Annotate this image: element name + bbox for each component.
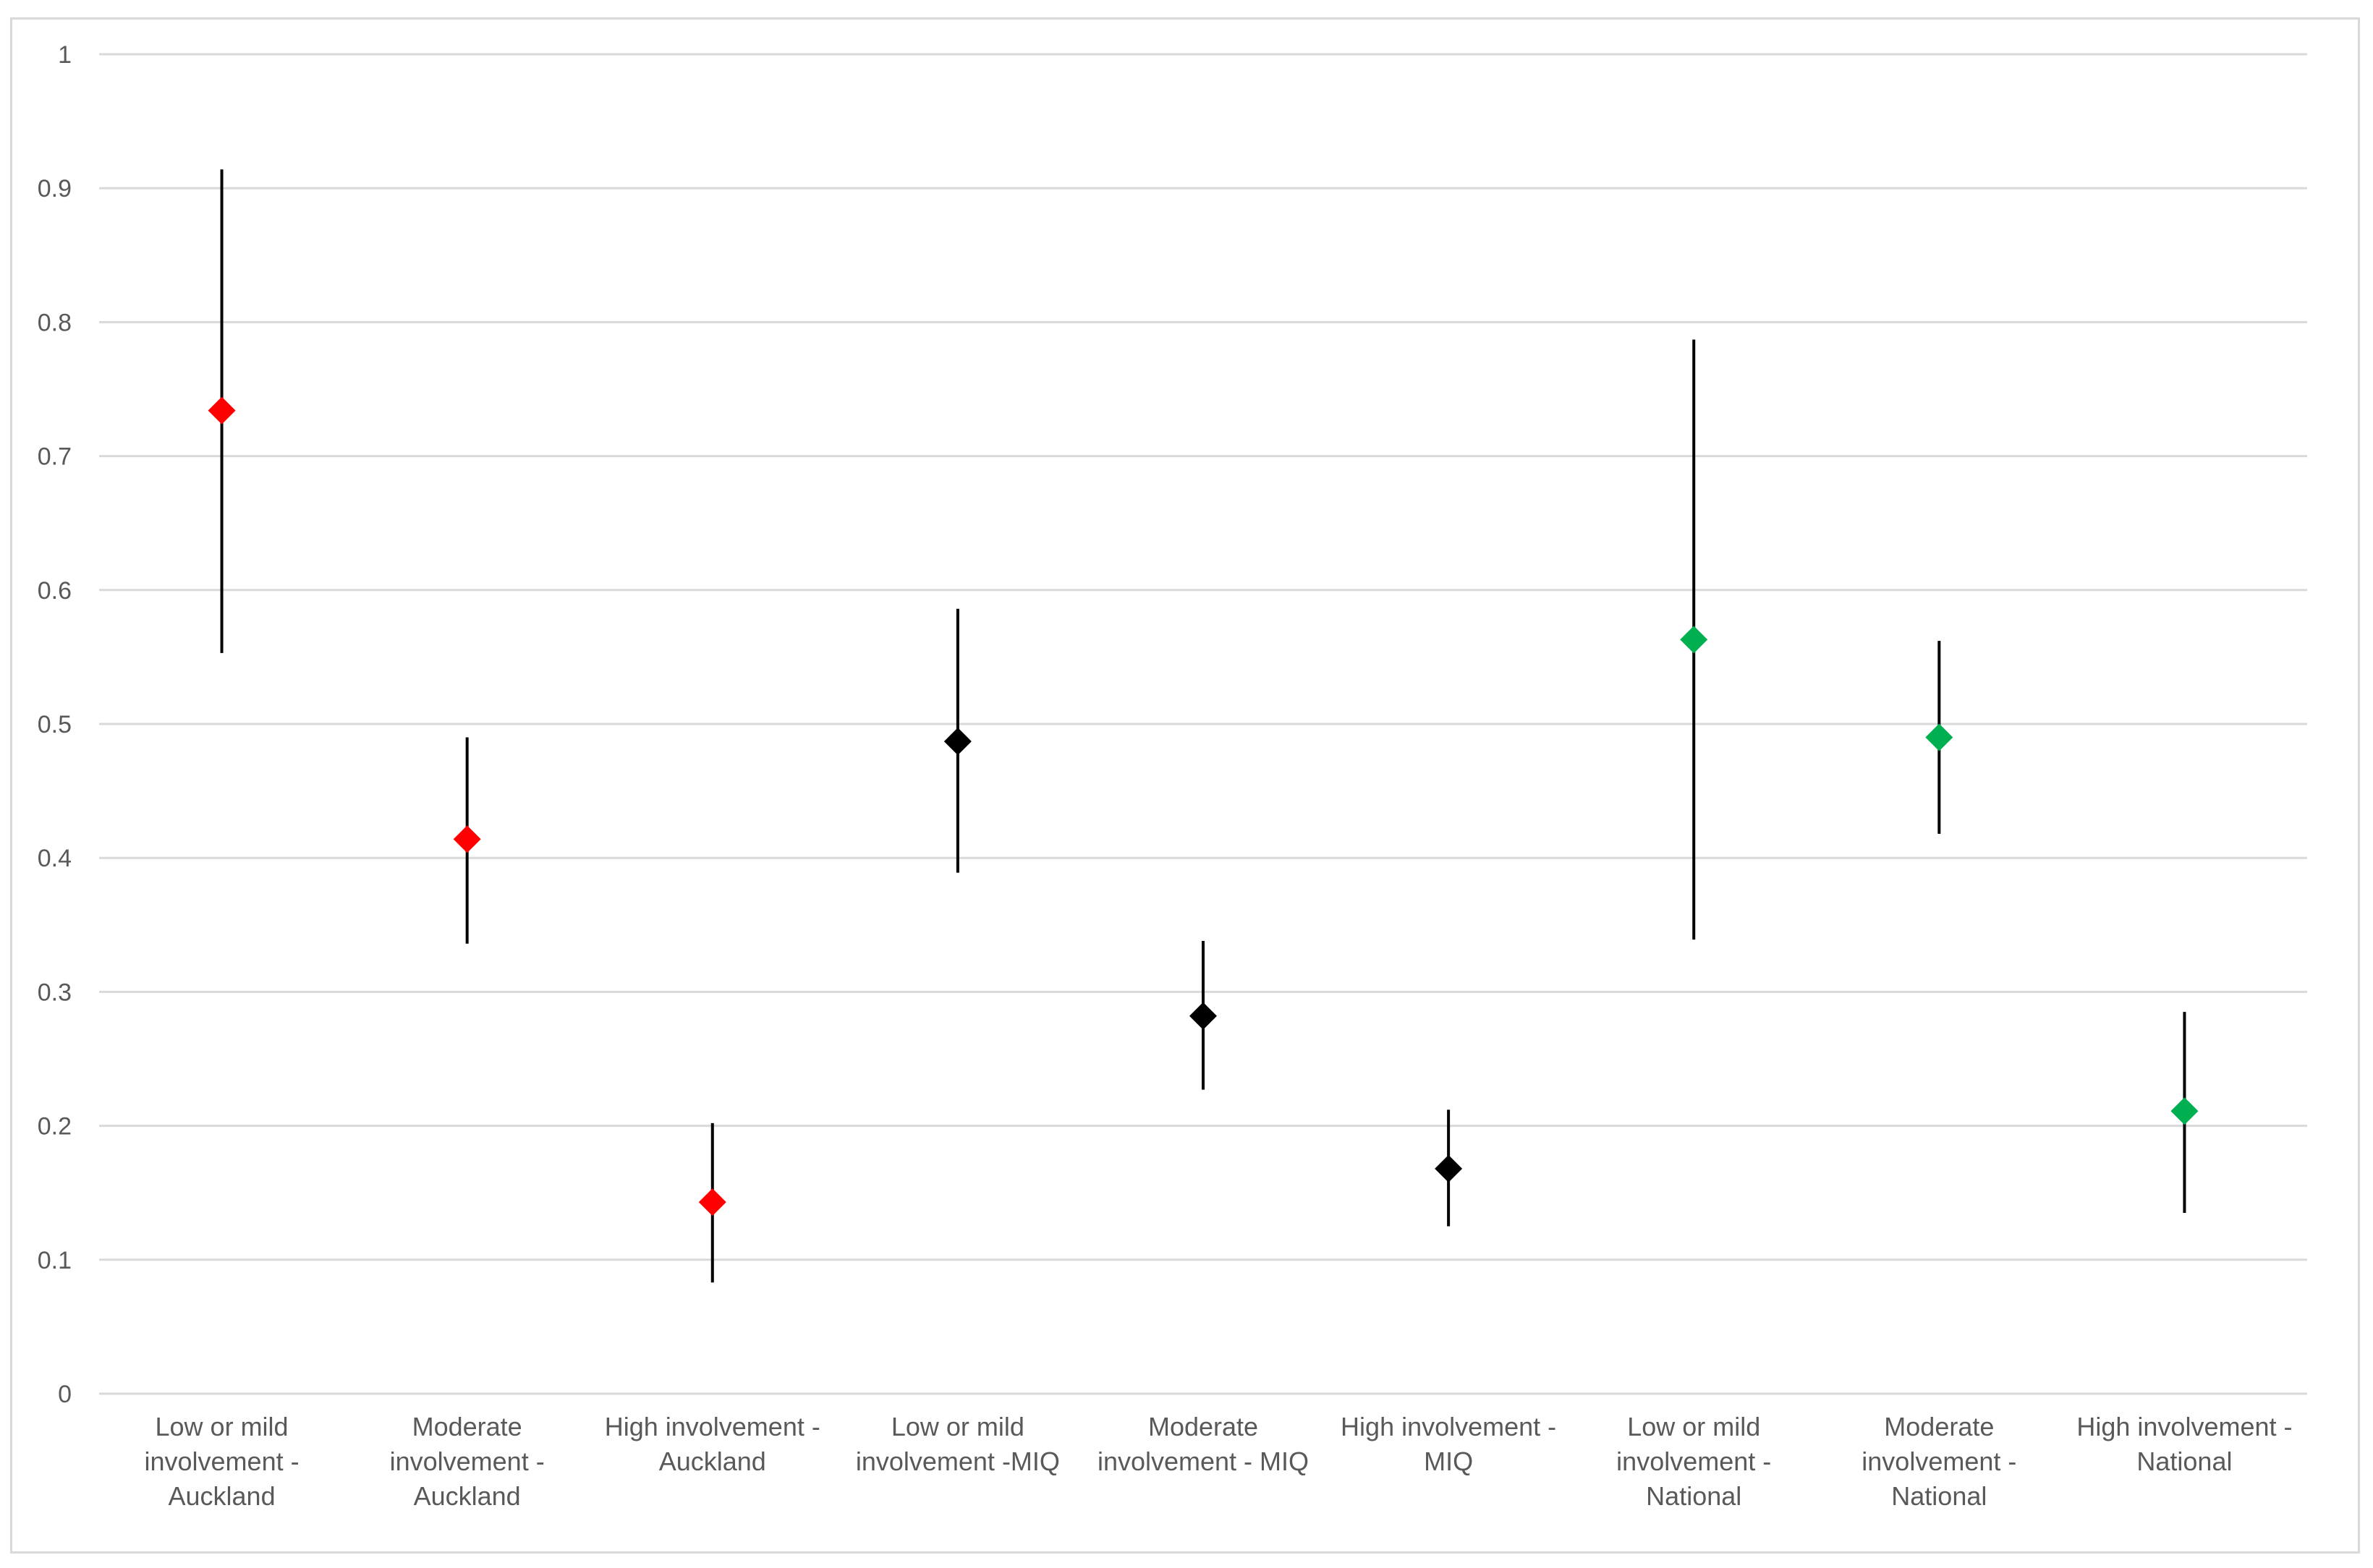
x-category-label-line: Moderate [412, 1412, 522, 1441]
y-tick-label: 0.3 [38, 979, 72, 1006]
y-tick-label: 0.4 [38, 845, 72, 872]
data-point-marker [1925, 723, 1953, 751]
y-tick-label: 0.5 [38, 711, 72, 738]
x-category-label-line: Auckland [169, 1481, 276, 1511]
gridlines [99, 53, 2307, 1395]
x-category-label-line: Low or mild [891, 1412, 1024, 1441]
x-category-label: Low or mild involvement - National [1616, 1412, 1771, 1511]
x-category-label: Moderate involvement - National [1862, 1412, 2016, 1511]
x-category-label-line: involvement - [390, 1446, 545, 1476]
chart-canvas: 0 0.1 0.2 0.3 0.4 0.5 0.6 0.7 0.8 0.9 1 Low or mil… [38, 41, 2307, 1511]
y-tick-label: 0.8 [38, 309, 72, 336]
x-category-label-line: High involvement - [1341, 1412, 1556, 1441]
y-axis-tick-labels: 0 0.1 0.2 0.3 0.4 0.5 0.6 0.7 0.8 0.9 1 [38, 41, 72, 1408]
x-category-label: Moderate involvement - Auckland [390, 1412, 545, 1511]
x-category-label-line: Low or mild [1627, 1412, 1760, 1441]
x-category-label-line: involvement - [1616, 1446, 1771, 1476]
data-point-marker [1189, 1002, 1217, 1030]
x-category-label-line: Moderate [1148, 1412, 1258, 1441]
data-point-marker [2170, 1097, 2199, 1125]
x-category-label-line: National [1891, 1481, 1987, 1511]
x-category-label-line: National [1646, 1481, 1741, 1511]
x-category-label: Low or mild involvement - Auckland [145, 1412, 300, 1511]
y-tick-label: 0.1 [38, 1247, 72, 1274]
data-point-marker [943, 728, 972, 756]
y-tick-label: 0.2 [38, 1113, 72, 1141]
x-category-label: Low or mild involvement -MIQ [856, 1412, 1060, 1476]
x-category-label: High involvement - National [2076, 1412, 2292, 1476]
data-point-marker [1435, 1154, 1463, 1183]
y-tick-label: 0.9 [38, 175, 72, 203]
x-category-label: High involvement - Auckland [605, 1412, 820, 1476]
data-point-marker [698, 1188, 726, 1217]
x-category-label-line: involvement -MIQ [856, 1446, 1060, 1476]
y-tick-label: 0.6 [38, 577, 72, 605]
data-point-marker [1680, 626, 1708, 654]
x-category-label-line: Auckland [414, 1481, 521, 1511]
y-tick-label: 0 [58, 1381, 72, 1408]
data-markers [208, 396, 2199, 1217]
x-category-label: High involvement - MIQ [1341, 1412, 1556, 1476]
x-category-label-line: National [2136, 1446, 2232, 1476]
x-category-label-line: High involvement - [605, 1412, 820, 1441]
data-point-marker [453, 825, 481, 853]
chart-area: 0 0.1 0.2 0.3 0.4 0.5 0.6 0.7 0.8 0.9 1 Low or mil… [10, 17, 2360, 1554]
x-category-label-line: Low or mild [156, 1412, 289, 1441]
x-category-label-line: involvement - [1862, 1446, 2016, 1476]
y-tick-label: 1 [58, 41, 72, 69]
x-category-label: Moderate involvement - MIQ [1098, 1412, 1309, 1476]
x-category-label-line: High involvement - [2076, 1412, 2292, 1441]
x-axis-category-labels: Low or mild involvement -AucklandModerate… [145, 1412, 2293, 1511]
y-tick-label: 0.7 [38, 443, 72, 471]
x-category-label-line: involvement - MIQ [1098, 1446, 1309, 1476]
x-category-label-line: involvement - [145, 1446, 300, 1476]
x-category-label-line: MIQ [1424, 1446, 1473, 1476]
data-point-marker [208, 396, 236, 425]
x-category-label-line: Moderate [1884, 1412, 1994, 1441]
x-category-label-line: Auckland [659, 1446, 766, 1476]
error-bars [220, 169, 2186, 1283]
